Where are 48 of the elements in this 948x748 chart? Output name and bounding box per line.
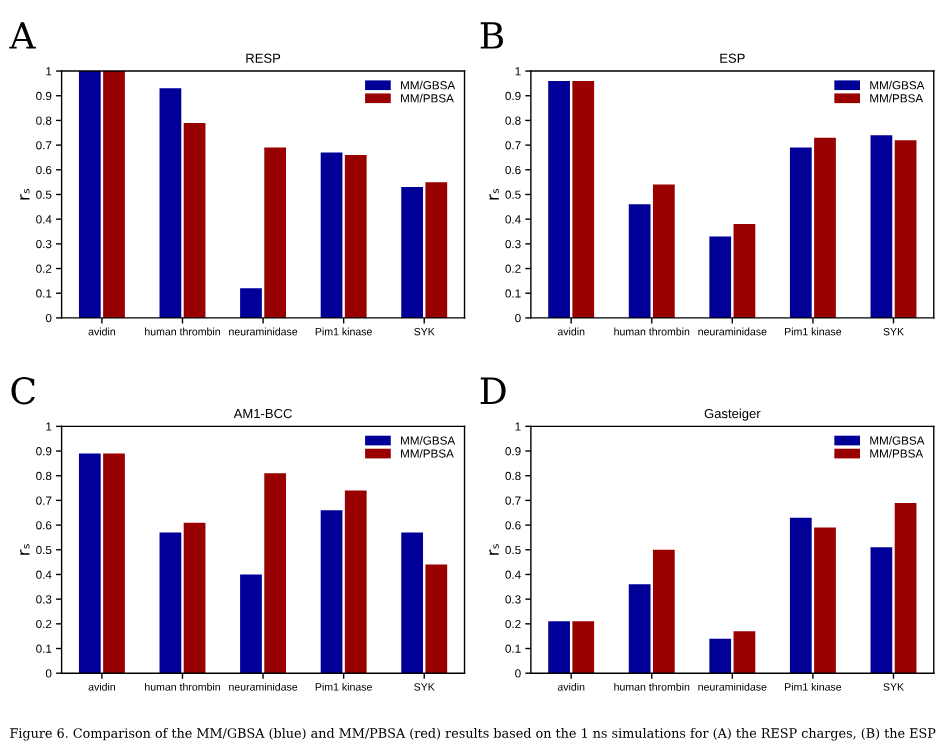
bar bbox=[183, 522, 206, 674]
bar bbox=[572, 621, 595, 674]
text: B bbox=[480, 22, 504, 49]
bar bbox=[264, 147, 287, 318]
bar bbox=[870, 135, 893, 318]
bar bbox=[733, 631, 756, 674]
bar bbox=[401, 187, 424, 318]
bar bbox=[159, 532, 182, 674]
bar bbox=[240, 574, 262, 674]
bar bbox=[894, 502, 917, 674]
bar bbox=[548, 80, 570, 318]
bar bbox=[709, 638, 732, 674]
bar bbox=[240, 288, 262, 318]
bar bbox=[264, 473, 287, 674]
bar bbox=[870, 547, 893, 674]
bar bbox=[344, 154, 367, 318]
bar bbox=[652, 184, 675, 318]
y-axis-title: rₛ bbox=[20, 188, 30, 200]
bar bbox=[159, 88, 182, 318]
text: A bbox=[9, 22, 36, 49]
bar bbox=[814, 137, 836, 318]
bar bbox=[789, 147, 812, 318]
bar bbox=[183, 122, 206, 318]
bar bbox=[103, 453, 125, 674]
bar bbox=[320, 510, 343, 674]
bar bbox=[814, 527, 836, 674]
text: C bbox=[11, 377, 35, 405]
bar bbox=[733, 224, 756, 318]
bar bbox=[548, 621, 570, 674]
bar bbox=[628, 584, 651, 674]
bar bbox=[425, 564, 448, 674]
bar bbox=[425, 182, 448, 318]
bar bbox=[628, 204, 651, 318]
text: D bbox=[480, 377, 506, 404]
bar bbox=[78, 71, 101, 318]
bar bbox=[320, 152, 343, 318]
y-axis-title: rₛ bbox=[489, 188, 499, 200]
bar bbox=[344, 490, 367, 674]
bar bbox=[103, 71, 125, 318]
bar bbox=[789, 517, 812, 674]
y-axis-title: rₛ bbox=[489, 544, 499, 555]
bar bbox=[709, 236, 732, 318]
bar bbox=[652, 549, 675, 674]
bar bbox=[78, 453, 101, 674]
y-axis-title: rₛ bbox=[20, 544, 30, 555]
bar bbox=[572, 80, 595, 318]
bar bbox=[894, 140, 917, 318]
bar bbox=[401, 532, 424, 674]
